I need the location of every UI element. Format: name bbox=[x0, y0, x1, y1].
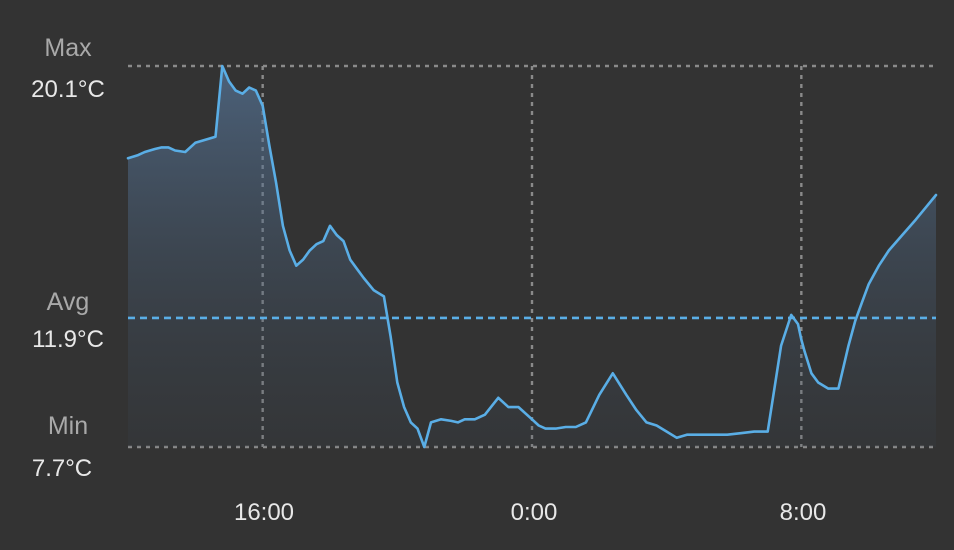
min-label: Min bbox=[48, 412, 88, 440]
min-value: 7.7°C bbox=[32, 455, 92, 482]
x-tick-label: 16:00 bbox=[234, 499, 294, 526]
avg-value: 11.9°C bbox=[32, 326, 104, 353]
max-value: 20.1°C bbox=[31, 76, 105, 103]
x-tick-label: 0:00 bbox=[511, 499, 558, 526]
x-tick-label: 8:00 bbox=[780, 499, 827, 526]
temperature-line bbox=[126, 64, 938, 449]
max-label: Max bbox=[44, 34, 92, 62]
avg-label: Avg bbox=[47, 288, 90, 316]
temperature-area bbox=[128, 66, 936, 447]
